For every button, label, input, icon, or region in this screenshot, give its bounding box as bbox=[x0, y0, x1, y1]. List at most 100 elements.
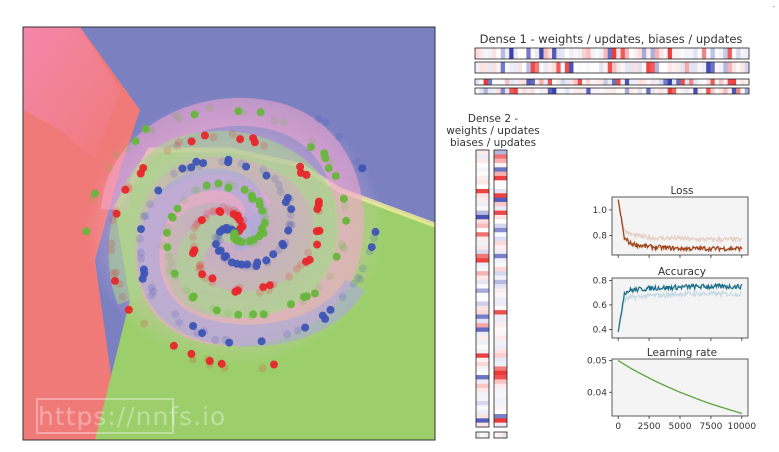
scatter-point bbox=[171, 272, 180, 281]
heat-cell bbox=[517, 79, 523, 85]
scatter-point bbox=[109, 269, 118, 278]
heat-cell bbox=[496, 48, 501, 59]
scatter-point bbox=[270, 174, 279, 183]
scatter-point bbox=[186, 293, 195, 302]
scatter-point bbox=[165, 266, 174, 275]
heat-cell bbox=[684, 48, 690, 59]
heat-cell bbox=[476, 188, 489, 194]
scatter-point bbox=[331, 172, 340, 180]
scatter-point bbox=[189, 233, 198, 242]
scatter-point bbox=[224, 309, 233, 318]
heat-cell bbox=[620, 88, 626, 94]
x-tick-label: 2500 bbox=[638, 422, 661, 432]
scatter-point bbox=[219, 203, 228, 212]
scatter-point bbox=[225, 208, 234, 217]
scatter-point bbox=[321, 314, 330, 323]
heat-cell bbox=[693, 88, 698, 94]
dense1-title: Dense 1 - weights / updates, biases / up… bbox=[480, 32, 743, 46]
heat-cell bbox=[667, 79, 673, 85]
heat-cell bbox=[476, 271, 489, 276]
scatter-point bbox=[140, 319, 149, 328]
scatter-point bbox=[224, 181, 233, 190]
heat-cell bbox=[706, 88, 711, 94]
scatter-point bbox=[197, 216, 206, 225]
heat-cell bbox=[494, 401, 507, 406]
scatter-point bbox=[247, 188, 256, 197]
heat-cell bbox=[496, 88, 501, 94]
heat-cell bbox=[539, 48, 544, 59]
scatter-point bbox=[263, 258, 272, 267]
scatter-point bbox=[180, 196, 188, 205]
scatter-point bbox=[239, 216, 248, 225]
scatter-point bbox=[315, 207, 324, 216]
heat-cell bbox=[476, 357, 489, 363]
scatter-point bbox=[112, 151, 121, 160]
x-tick-label: 7500 bbox=[699, 422, 722, 432]
heat-cell bbox=[590, 79, 596, 85]
scatter-point bbox=[154, 186, 163, 195]
dense2-title: Dense 2 - weights / updates biases / upd… bbox=[446, 113, 540, 149]
dense2-bias-updates bbox=[493, 431, 508, 439]
heat-cell bbox=[564, 79, 570, 85]
heat-cell bbox=[476, 249, 489, 255]
heat-cell bbox=[476, 284, 489, 289]
scatter-point bbox=[111, 206, 120, 215]
scatter-point bbox=[293, 326, 302, 335]
heat-cell bbox=[517, 48, 523, 59]
heat-cell bbox=[684, 62, 690, 73]
scatter-point bbox=[202, 181, 211, 190]
heat-cell bbox=[494, 158, 507, 164]
scatter-point bbox=[175, 318, 184, 327]
dense1-weights bbox=[474, 47, 750, 60]
heat-cell bbox=[650, 48, 656, 59]
scatter-point bbox=[121, 185, 130, 194]
scatter-point bbox=[224, 205, 233, 214]
heat-cell bbox=[522, 79, 527, 85]
heat-cell bbox=[476, 297, 489, 302]
heat-cell bbox=[494, 279, 507, 285]
heat-cell bbox=[671, 62, 677, 73]
heat-cell bbox=[569, 62, 574, 73]
scatter-point bbox=[313, 240, 322, 249]
scatter-point bbox=[196, 264, 205, 273]
scatter-point bbox=[307, 143, 316, 152]
heat-cell bbox=[629, 62, 634, 73]
heat-cell bbox=[697, 79, 703, 85]
heat-cell bbox=[513, 88, 519, 94]
heat-cell bbox=[494, 414, 507, 419]
heat-cell bbox=[526, 79, 531, 85]
heat-cell bbox=[633, 48, 638, 59]
heat-cell bbox=[667, 88, 673, 94]
heat-cell bbox=[483, 79, 489, 85]
scatter-point bbox=[335, 132, 344, 141]
scatter-point bbox=[301, 323, 310, 332]
scatter-point bbox=[82, 227, 91, 236]
scatter-point bbox=[172, 111, 181, 120]
heat-cell bbox=[573, 79, 579, 85]
scatter-point bbox=[173, 204, 182, 213]
series-line bbox=[617, 289, 743, 333]
heat-cell bbox=[475, 48, 480, 59]
scatter-point bbox=[229, 182, 238, 191]
heat-cell bbox=[543, 79, 549, 85]
heat-cell bbox=[476, 331, 489, 337]
scatter-point bbox=[326, 272, 335, 281]
scatter-point bbox=[353, 273, 362, 282]
heat-cell bbox=[476, 310, 489, 315]
heat-cell bbox=[476, 219, 489, 224]
heat-cell bbox=[483, 88, 489, 94]
lr-axes bbox=[611, 358, 749, 417]
heat-cell bbox=[637, 79, 643, 85]
heat-cell bbox=[599, 62, 604, 73]
heat-cell bbox=[494, 349, 507, 354]
heat-cell bbox=[590, 62, 596, 73]
scatter-point bbox=[212, 306, 221, 315]
scatter-point bbox=[259, 165, 268, 174]
heat-cell bbox=[633, 62, 638, 73]
heat-cell bbox=[744, 88, 750, 94]
scatter-point bbox=[340, 202, 349, 211]
heat-cell bbox=[517, 88, 523, 94]
heat-cell bbox=[494, 171, 507, 177]
heat-cell bbox=[612, 48, 617, 59]
scatter-point bbox=[139, 212, 148, 221]
